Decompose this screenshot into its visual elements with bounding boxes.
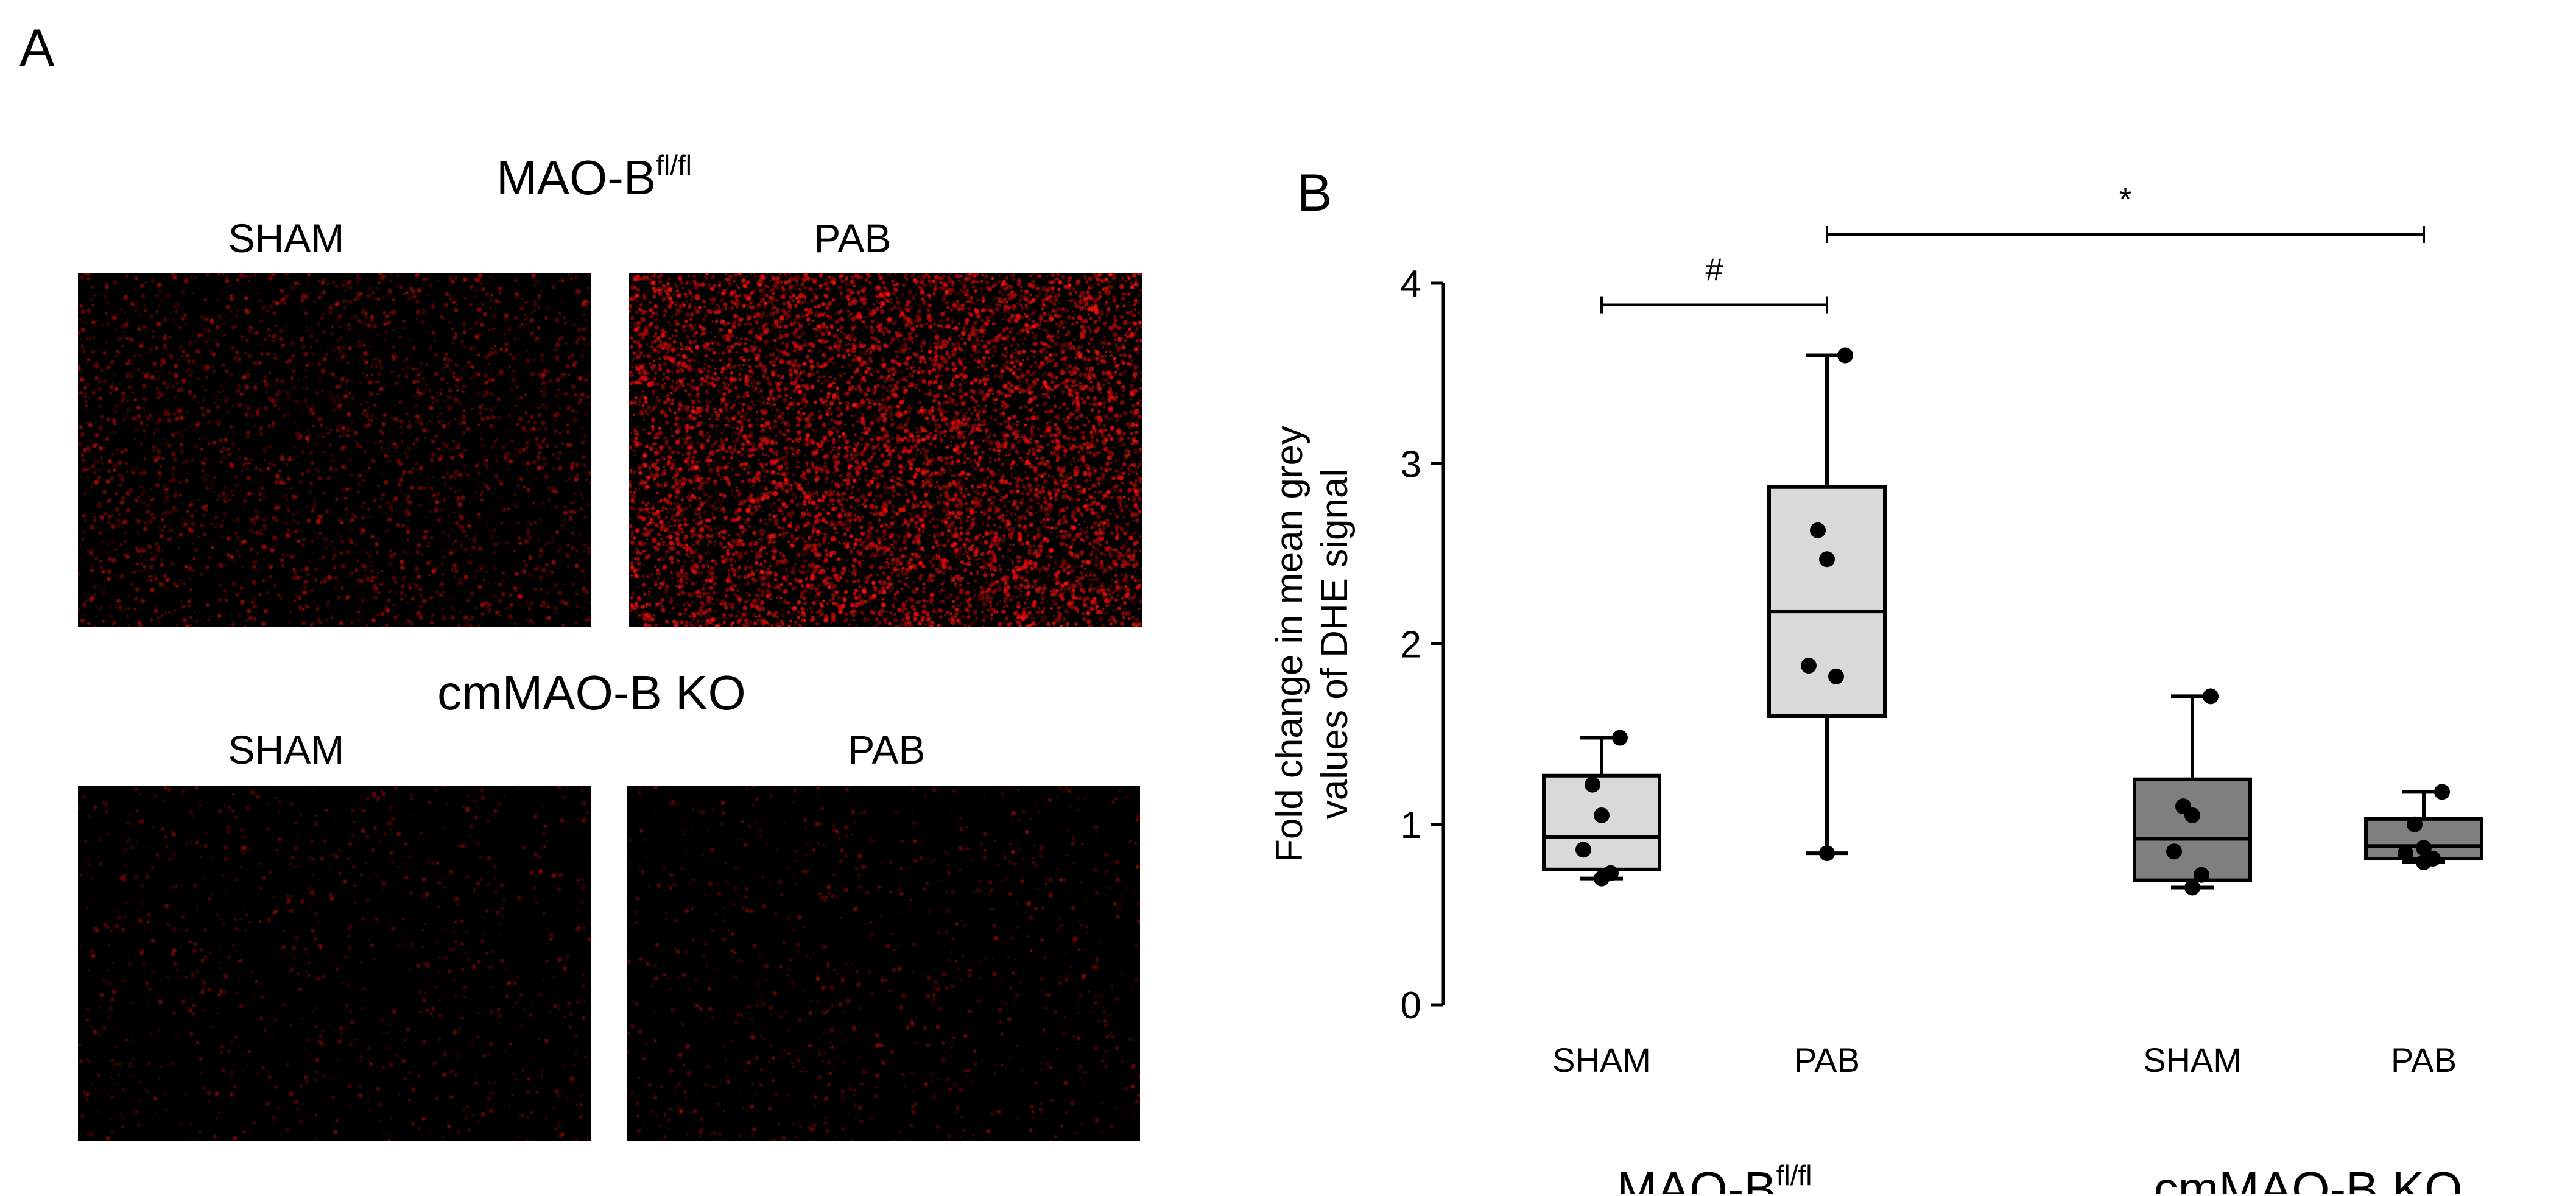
y-tick-label: 4 bbox=[1401, 263, 1421, 305]
data-point bbox=[2425, 851, 2441, 867]
col-label-pab-top: PAB bbox=[814, 216, 892, 261]
data-point bbox=[2166, 843, 2182, 860]
data-point bbox=[2184, 879, 2200, 896]
micrograph-pab-cmmaob-ko bbox=[627, 786, 1140, 1141]
group-title-bottom: cmMAO-B KO bbox=[437, 666, 746, 720]
data-point bbox=[2398, 845, 2413, 862]
group-label: cmMAO-B KO bbox=[2154, 1162, 2463, 1194]
significance-label: # bbox=[1706, 253, 1723, 288]
x-tick-label: PAB bbox=[1794, 1041, 1860, 1079]
y-axis-label: Fold change in mean grey bbox=[1269, 426, 1311, 862]
data-point bbox=[1837, 347, 1853, 364]
data-point bbox=[1801, 658, 1817, 674]
group-title-top-name: MAO-B bbox=[496, 150, 656, 205]
data-point bbox=[1603, 865, 1619, 881]
data-point bbox=[1612, 730, 1628, 746]
y-axis-label: values of DHE signal bbox=[1314, 469, 1356, 820]
x-tick-label: PAB bbox=[2391, 1041, 2457, 1079]
data-point bbox=[1819, 845, 1835, 862]
significance-label: * bbox=[2119, 182, 2131, 217]
panel-b-letter: B bbox=[1297, 164, 1332, 222]
micrograph-sham-maob-flfl bbox=[78, 273, 591, 627]
data-point bbox=[1810, 522, 1826, 538]
x-tick-label: SHAM bbox=[1552, 1041, 1651, 1079]
data-point bbox=[1819, 551, 1835, 568]
box-plot-chart: B 0 1 2 3 4 Fold change in mean grey values of … bbox=[1269, 164, 2483, 1194]
data-point bbox=[2175, 798, 2191, 815]
data-point bbox=[2434, 784, 2450, 800]
y-tick-label: 0 bbox=[1401, 985, 1421, 1027]
data-point bbox=[1828, 668, 1844, 684]
col-label-sham-bottom: SHAM bbox=[228, 727, 345, 772]
data-point bbox=[2407, 816, 2423, 832]
box-3 bbox=[2133, 777, 2252, 882]
data-point bbox=[2416, 840, 2432, 856]
data-point bbox=[1585, 776, 1600, 793]
panel-a-letter: A bbox=[19, 19, 55, 77]
col-label-pab-bottom: PAB bbox=[848, 727, 926, 772]
x-tick-label: SHAM bbox=[2143, 1041, 2242, 1079]
data-point bbox=[1575, 842, 1591, 858]
col-label-sham-top: SHAM bbox=[228, 216, 345, 261]
group-label: MAO-Bfl/fl bbox=[1616, 1159, 1812, 1194]
y-tick-label: 1 bbox=[1401, 804, 1421, 846]
micrograph-sham-cmmaob-ko bbox=[78, 786, 591, 1141]
box-2 bbox=[1767, 485, 1887, 718]
y-tick-label: 2 bbox=[1401, 624, 1421, 666]
group-title-top-sup: fl/fl bbox=[656, 149, 692, 181]
group-title-top: MAO-Bfl/fl bbox=[496, 150, 692, 205]
data-point bbox=[2194, 867, 2209, 883]
y-tick-label: 3 bbox=[1401, 443, 1421, 485]
micrograph-pab-maob-flfl bbox=[629, 273, 1142, 627]
data-point bbox=[1594, 807, 1610, 823]
data-point bbox=[2203, 688, 2219, 705]
